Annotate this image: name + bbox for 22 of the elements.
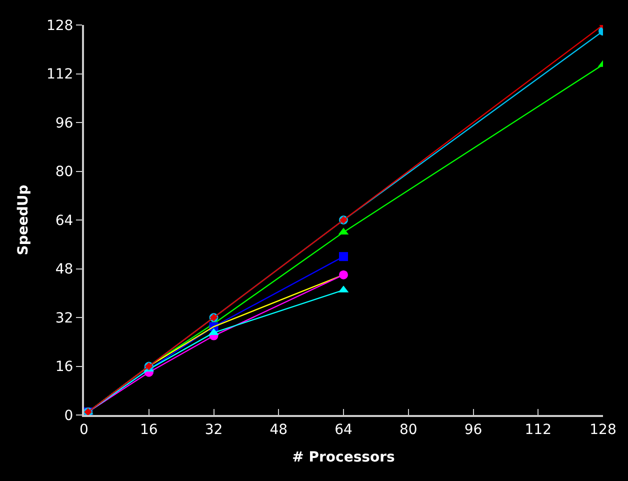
x-tick-label: 96	[464, 422, 482, 438]
y-tick-label: 16	[55, 359, 74, 376]
x-tick-label: 80	[399, 422, 418, 438]
y-tick-label: 80	[55, 164, 74, 180]
point	[339, 270, 348, 280]
y-tick-label: 0	[64, 408, 74, 424]
y-tick-label: 96	[55, 115, 74, 132]
x-tick-label: 0	[80, 422, 88, 438]
x-tick-label: 16	[140, 422, 158, 438]
x-tick-label: 112	[524, 422, 552, 438]
y-tick-label: 32	[55, 310, 74, 326]
x-tick-label: 128	[590, 422, 616, 438]
y-axis-title: SpeedUp	[16, 184, 32, 256]
point	[339, 252, 348, 262]
y-tick-label: 48	[55, 262, 74, 278]
y-tick-label: 64	[55, 212, 74, 229]
x-axis-title: # Processors	[292, 450, 395, 466]
y-tick-label: 128	[46, 18, 74, 34]
x-tick-label: 64	[334, 422, 352, 438]
y-tick-label: 112	[46, 66, 74, 83]
x-tick-label: 48	[270, 422, 288, 438]
x-tick-label: 32	[204, 422, 223, 438]
